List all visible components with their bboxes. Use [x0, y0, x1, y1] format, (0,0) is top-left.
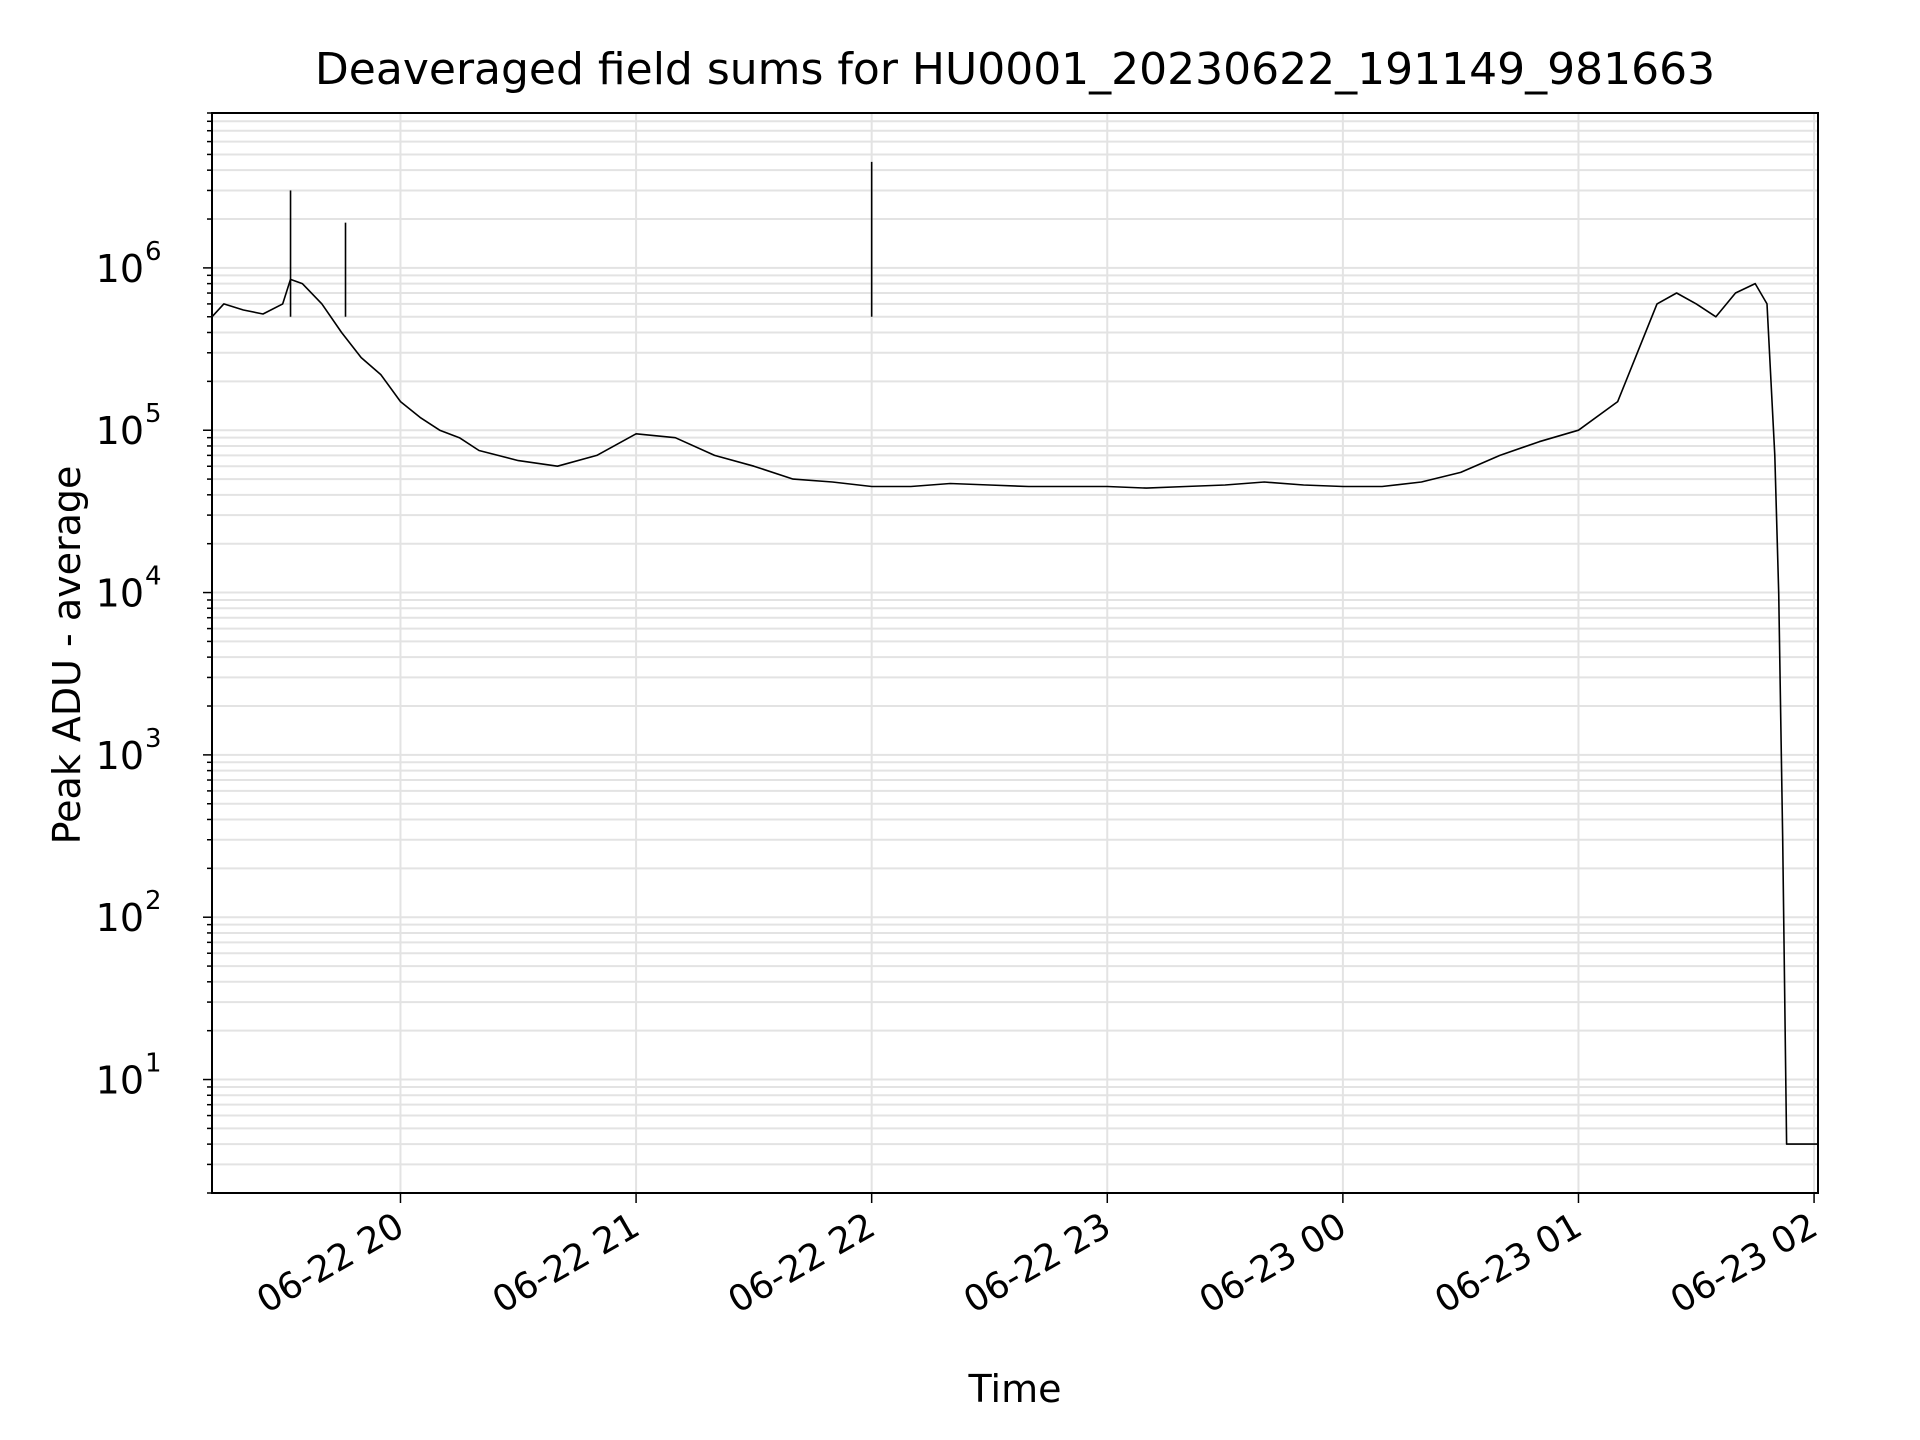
grid-lines	[212, 112, 1818, 1194]
x-axis-label: Time	[968, 1367, 1062, 1411]
y-tick-label: 10	[96, 1059, 144, 1103]
y-tick-label-exponent: 1	[145, 1049, 162, 1079]
y-axis-label: Peak ADU - average	[45, 466, 89, 845]
plot-frame	[211, 112, 1819, 1194]
x-tick-label: 06-23 02	[1664, 1205, 1825, 1321]
series-line	[211, 278, 1818, 1145]
x-tick-label: 06-22 22	[722, 1205, 883, 1321]
y-tick-label-exponent: 2	[145, 886, 162, 916]
x-tick-label: 06-23 01	[1428, 1205, 1589, 1321]
series-line-group	[211, 161, 1818, 1145]
y-tick-label: 10	[96, 409, 144, 453]
y-tick-label: 10	[96, 572, 144, 616]
y-tick-label-exponent: 6	[145, 237, 162, 267]
y-tick-label: 10	[96, 247, 144, 291]
x-tick-label: 06-23 00	[1193, 1205, 1354, 1321]
x-tick-label: 06-22 23	[957, 1205, 1118, 1321]
x-tick-label: 06-22 20	[250, 1205, 411, 1321]
y-tick-label: 10	[96, 734, 144, 778]
y-tick-label-exponent: 3	[145, 724, 162, 754]
y-tick-label: 10	[96, 896, 144, 940]
chart-title: Deaveraged field sums for HU0001_2023062…	[315, 44, 1715, 95]
x-tick-label: 06-22 21	[486, 1205, 647, 1321]
y-tick-label-exponent: 4	[145, 562, 162, 592]
y-tick-label-exponent: 5	[145, 399, 162, 429]
